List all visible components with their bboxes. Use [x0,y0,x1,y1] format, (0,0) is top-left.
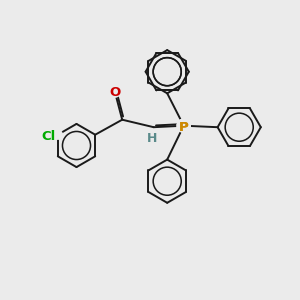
Circle shape [177,119,190,132]
Circle shape [177,119,190,132]
Text: P: P [179,121,189,134]
Circle shape [53,130,62,139]
Text: H: H [147,132,158,145]
Text: Cl: Cl [41,130,56,143]
Text: O: O [109,86,120,99]
Text: P: P [179,121,189,134]
Circle shape [109,85,121,97]
